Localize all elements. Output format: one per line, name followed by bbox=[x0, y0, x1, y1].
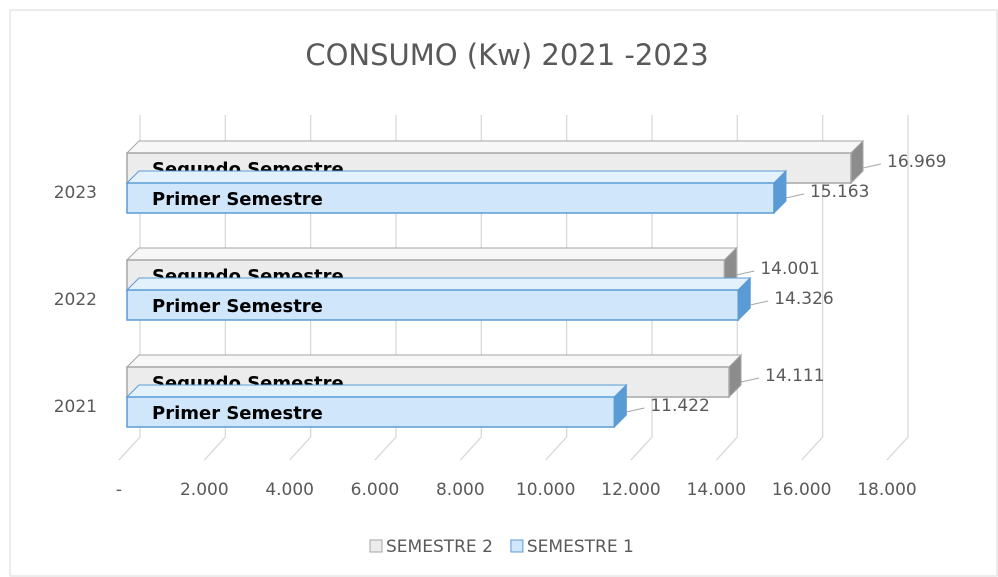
legend-label: SEMESTRE 2 bbox=[386, 537, 493, 557]
bar-inner-label: Primer Semestre bbox=[152, 403, 323, 424]
bar-top bbox=[125, 384, 628, 398]
value-label: 16.969 bbox=[887, 152, 946, 172]
grid-line bbox=[715, 115, 738, 461]
leader-line bbox=[862, 163, 882, 169]
chart-title: CONSUMO (Kw) 2021 -2023 bbox=[305, 38, 708, 72]
leader-line bbox=[626, 407, 645, 413]
x-tick-label: 8.000 bbox=[436, 480, 485, 500]
leader-line bbox=[785, 193, 805, 199]
value-label: 14.111 bbox=[765, 366, 824, 386]
x-tick-label: 14.000 bbox=[687, 480, 746, 500]
x-tick-label: 18.000 bbox=[857, 480, 916, 500]
bar bbox=[126, 182, 775, 214]
x-tick-label: 12.000 bbox=[601, 480, 660, 500]
legend-swatch bbox=[369, 539, 383, 553]
grid-line bbox=[289, 115, 312, 461]
grid-line bbox=[801, 115, 824, 461]
bar bbox=[126, 396, 616, 428]
value-label: 15.163 bbox=[810, 182, 869, 202]
legend-label: SEMESTRE 1 bbox=[527, 537, 634, 557]
grid-line bbox=[118, 115, 141, 461]
bar-inner-label: Primer Semestre bbox=[152, 296, 323, 317]
grid-line bbox=[545, 115, 568, 461]
grid-line bbox=[886, 115, 909, 461]
x-tick-label: 4.000 bbox=[265, 480, 314, 500]
value-label: 14.326 bbox=[774, 289, 833, 309]
x-tick-label: 6.000 bbox=[351, 480, 400, 500]
value-label: 14.001 bbox=[760, 259, 819, 279]
bar-top bbox=[125, 354, 743, 368]
y-tick-label: 2023 bbox=[54, 183, 97, 203]
y-tick-label: 2022 bbox=[54, 290, 97, 310]
grid-line bbox=[459, 115, 482, 461]
legend-swatch bbox=[510, 539, 524, 553]
grid-line bbox=[374, 115, 397, 461]
leader-line bbox=[736, 270, 755, 276]
leader-line bbox=[740, 377, 760, 383]
grid-line bbox=[203, 115, 226, 461]
y-tick-label: 2021 bbox=[54, 397, 97, 417]
grid-line bbox=[630, 115, 653, 461]
x-tick-label: 10.000 bbox=[516, 480, 575, 500]
x-tick-label: 2.000 bbox=[180, 480, 229, 500]
bar bbox=[126, 289, 739, 321]
leader-line bbox=[750, 300, 769, 306]
bar-top bbox=[125, 247, 738, 261]
x-tick-label: - bbox=[116, 480, 122, 500]
bar-top bbox=[125, 277, 752, 291]
bar-top bbox=[125, 140, 865, 154]
bar-top bbox=[125, 170, 788, 184]
value-label: 11.422 bbox=[650, 396, 709, 416]
x-tick-label: 16.000 bbox=[772, 480, 831, 500]
bar-inner-label: Primer Semestre bbox=[152, 189, 323, 210]
